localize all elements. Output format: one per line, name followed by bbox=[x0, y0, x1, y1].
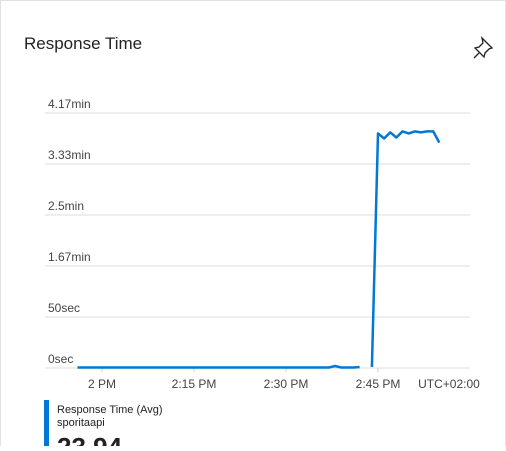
legend-swatch bbox=[44, 400, 49, 446]
x-tick-label: 2:30 PM bbox=[264, 377, 309, 391]
y-tick-label: 1.67min bbox=[48, 250, 91, 264]
legend-resource: sporitaapi bbox=[57, 417, 105, 429]
x-tick-label: 2 PM bbox=[88, 377, 116, 391]
tile-title: Response Time bbox=[24, 34, 142, 53]
legend-name: Response Time (Avg) bbox=[57, 404, 163, 416]
y-tick-label: 0sec bbox=[48, 352, 73, 366]
legend-summary: 23.94 bbox=[57, 432, 123, 446]
pin-icon[interactable] bbox=[473, 36, 494, 59]
timezone-label: UTC+02:00 bbox=[418, 377, 480, 391]
y-tick-label: 3.33min bbox=[48, 148, 91, 162]
x-tick-label: 2:45 PM bbox=[356, 377, 401, 391]
y-tick-label: 50sec bbox=[48, 301, 80, 315]
x-tick-label: 2:15 PM bbox=[172, 377, 217, 391]
y-tick-label: 4.17min bbox=[48, 97, 91, 111]
y-tick-label: 2.5min bbox=[48, 199, 84, 213]
series-line bbox=[77, 130, 441, 369]
